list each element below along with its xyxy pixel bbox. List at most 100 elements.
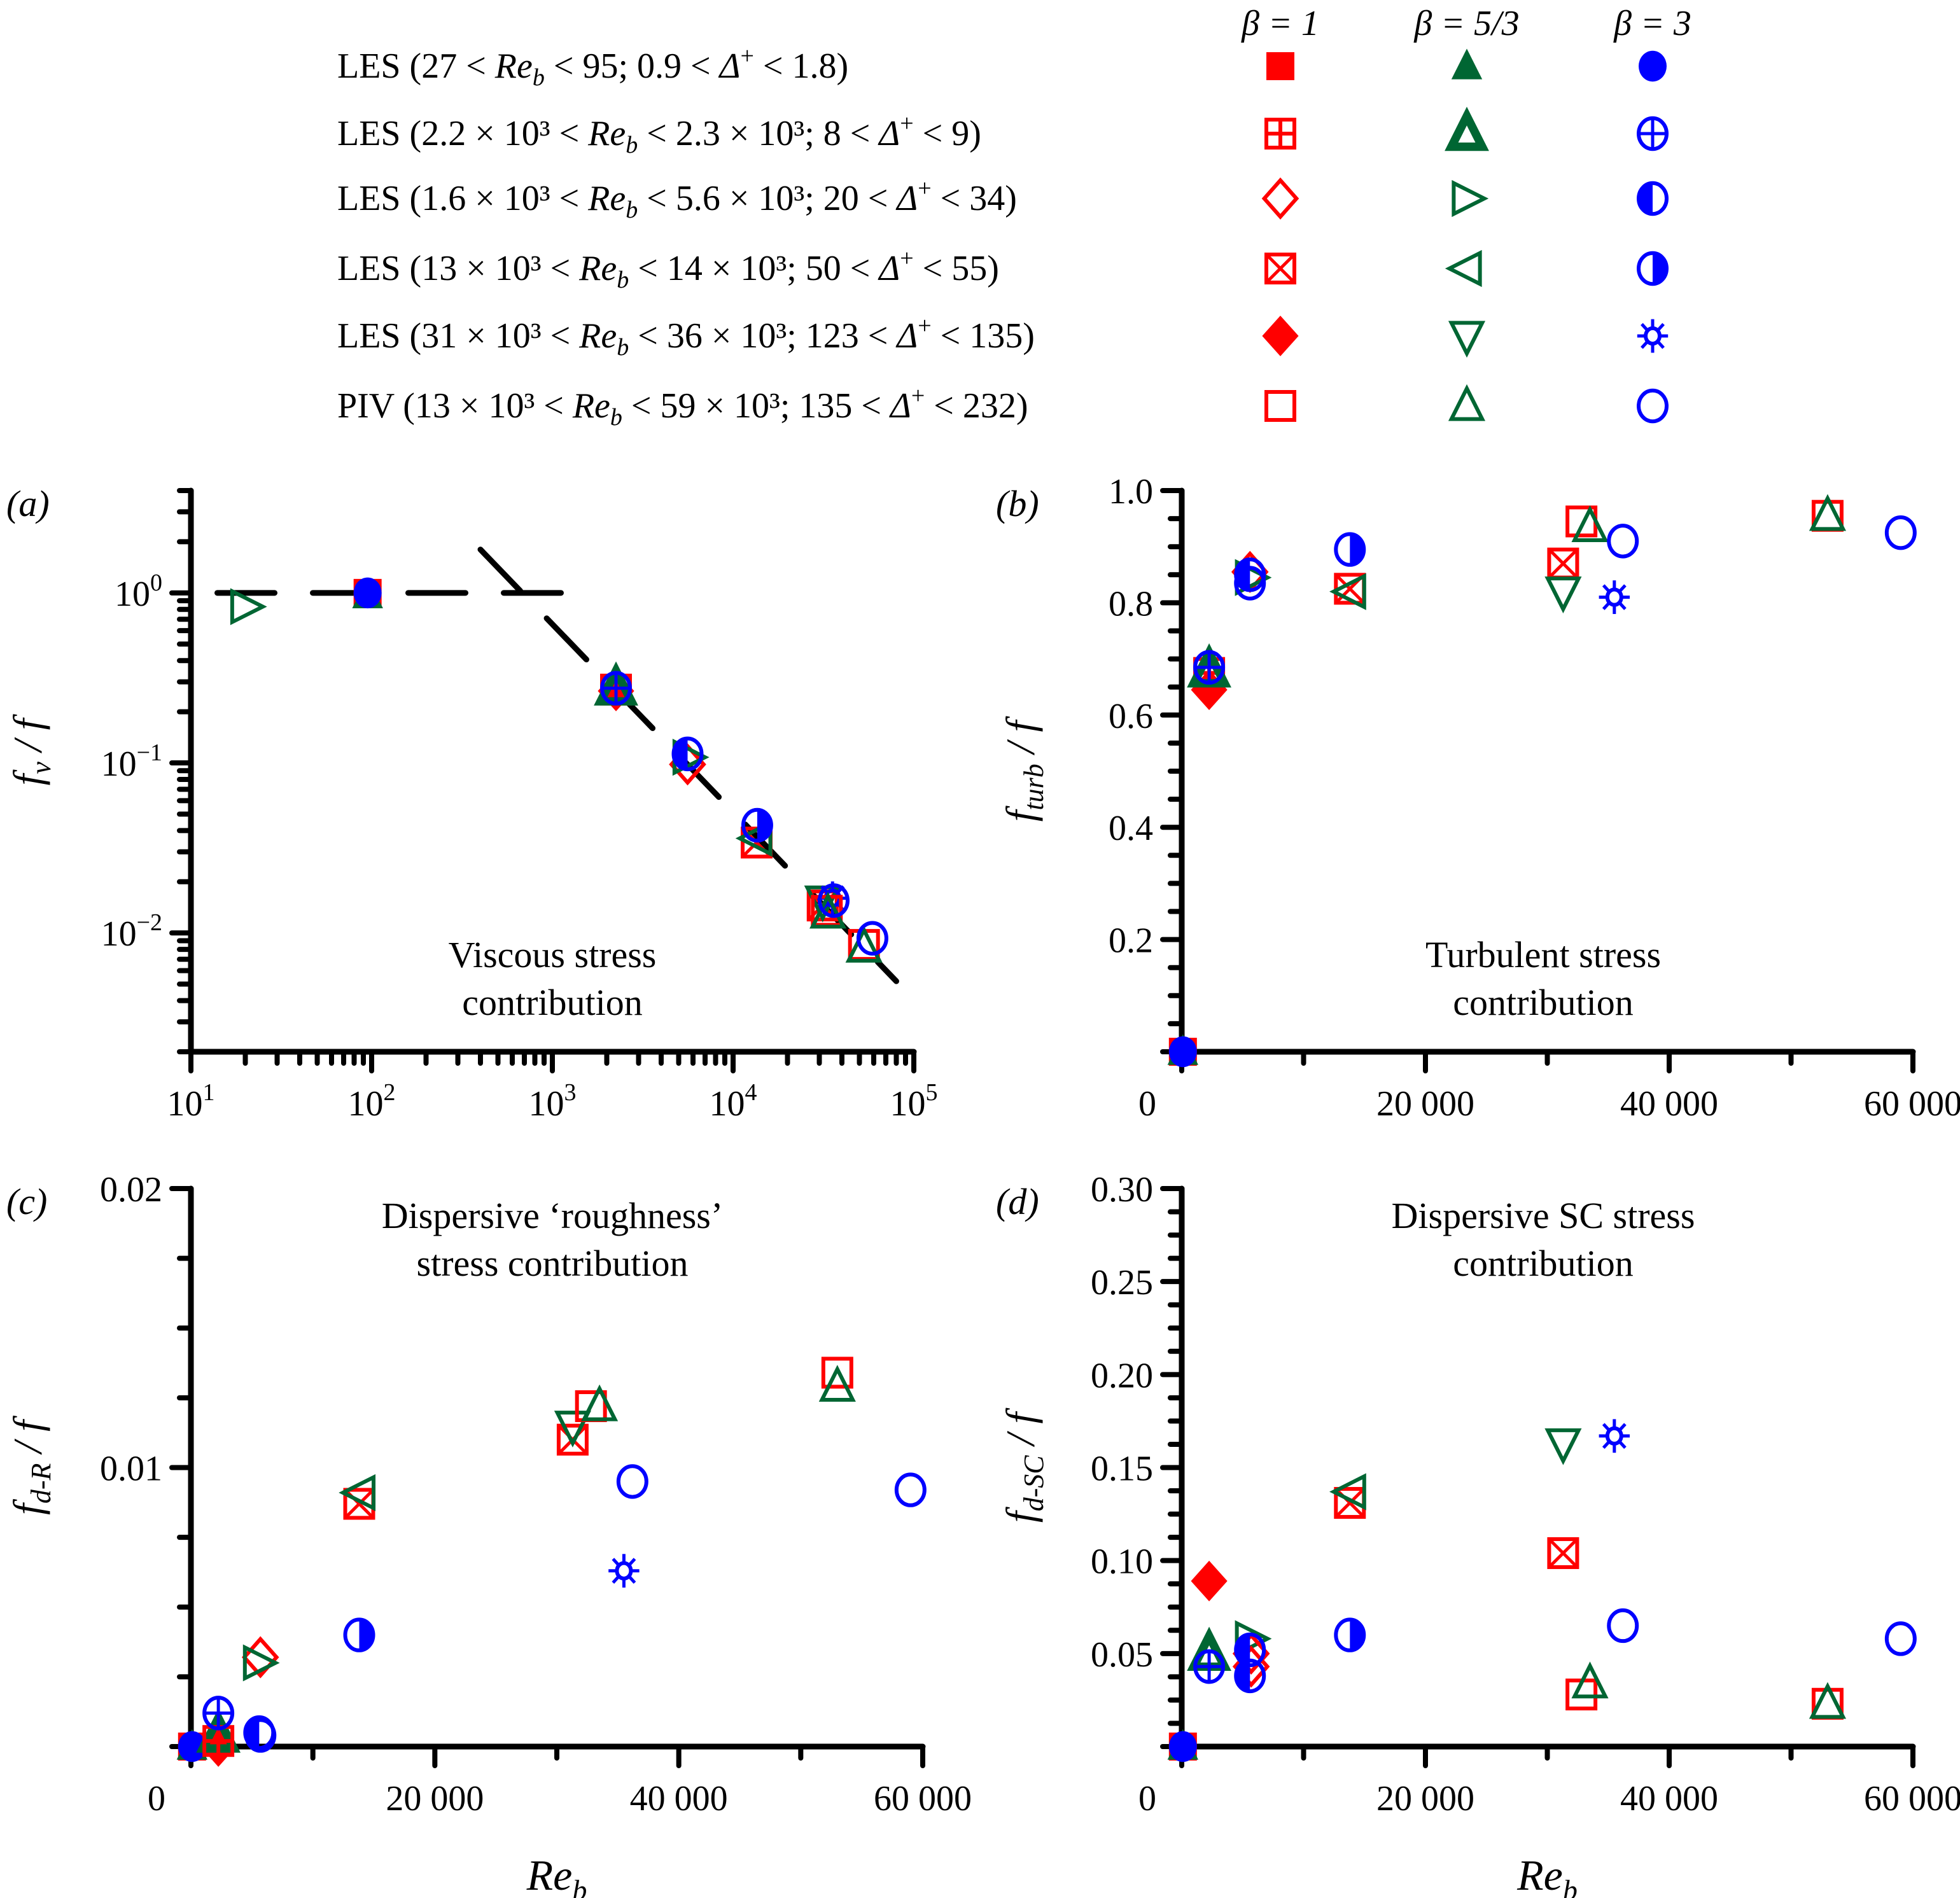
- y-tick-label: 0.4: [1109, 809, 1153, 848]
- legend-row-label: LES (1.6 × 10³ < Reb < 5.6 × 10³; 20 < Δ…: [337, 175, 1017, 223]
- y-tick-label: 0.05: [1091, 1635, 1153, 1675]
- data-point-open-circle: [616, 1464, 648, 1499]
- x-tick-label: 0: [1138, 1779, 1156, 1818]
- y-axis-label: fd-SC / f: [998, 1407, 1049, 1523]
- data-point-sun-star: [1599, 580, 1630, 614]
- x-tick-label: 0: [148, 1779, 165, 1818]
- legend-row-label: LES (27 < Reb < 95; 0.9 < Δ+ < 1.8): [337, 43, 848, 91]
- panel-annotation: contribution: [1453, 1243, 1634, 1284]
- y-tick-label: 100: [115, 569, 162, 614]
- y-tick-label: 0.25: [1091, 1263, 1153, 1302]
- data-point-open-circle: [244, 1718, 277, 1753]
- panel-label: (a): [6, 483, 50, 524]
- data-point-circle-right-half: [741, 807, 773, 843]
- legend-symbol-open-circle-beta3: [1637, 388, 1669, 424]
- data-point-square-x: [1547, 1537, 1579, 1569]
- x-tick-label: 101: [167, 1079, 215, 1124]
- data-point-circle-plus: [600, 671, 633, 706]
- panel-annotation: Turbulent stress: [1425, 934, 1661, 975]
- data-point-open-circle: [1234, 566, 1266, 601]
- data-point-circle-left-half: [671, 736, 704, 772]
- data-point-open-circle: [856, 921, 888, 956]
- legend-header-beta3: β = 3: [1613, 4, 1691, 43]
- data-point-circle-right-half: [1334, 1617, 1366, 1652]
- data-point-triangle-right: [230, 588, 267, 625]
- data-point-sun-star: [1599, 1419, 1630, 1453]
- data-point-open-circle: [1607, 1608, 1639, 1643]
- data-point-triangle-left: [1329, 573, 1366, 610]
- data-point-open-triangle: [818, 1365, 856, 1402]
- data-point-filled-circle: [353, 577, 382, 609]
- data-point-triangle-right: [242, 1644, 280, 1682]
- data-point-circle-plus: [1193, 1649, 1226, 1684]
- legend-header-beta53: β = 5/3: [1413, 4, 1519, 43]
- y-tick-label: 10−1: [101, 739, 162, 784]
- data-point-square-x: [1547, 547, 1579, 580]
- data-point-open-square: [821, 1357, 853, 1389]
- y-axis-label: fd-R / f: [5, 1415, 57, 1515]
- legend-row-label: PIV (13 × 10³ < Reb < 59 × 10³; 135 < Δ+…: [337, 382, 1028, 431]
- data-point-open-circle: [817, 883, 850, 918]
- legend-symbol-open-triangle-beta53: [1448, 384, 1486, 421]
- data-point-triangle-right: [1235, 1620, 1272, 1657]
- data-point-open-triangle: [581, 1384, 619, 1421]
- y-tick-label: 0.30: [1091, 1170, 1153, 1210]
- data-point-open-triangle: [1809, 494, 1847, 531]
- legend-symbol-circle-right-half-beta3: [1637, 251, 1669, 286]
- legend-symbol-square-plus-beta1: [1264, 118, 1296, 150]
- data-point-circle-plus: [1193, 650, 1226, 685]
- y-tick-label: 0.20: [1091, 1356, 1153, 1395]
- y-axis-label: fturb / f: [998, 715, 1049, 821]
- data-point-open-circle: [1884, 515, 1917, 550]
- data-point-open-circle: [1884, 1621, 1917, 1656]
- data-point-triangle-left: [1329, 1473, 1366, 1511]
- data-point-circle-plus: [202, 1696, 235, 1731]
- legend-symbol-open-square-beta1: [1264, 390, 1296, 422]
- x-axis-label: Reb: [1516, 1851, 1578, 1898]
- data-point-triangle-left: [339, 1474, 376, 1512]
- data-point-sun-star: [608, 1554, 640, 1588]
- data-point-filled-circle: [1168, 1731, 1197, 1762]
- panel-label: (b): [996, 483, 1039, 524]
- panel-label: (c): [6, 1181, 47, 1222]
- legend-symbol-filled-diamond-beta1: [1262, 316, 1299, 356]
- data-point-open-triangle: [1571, 1661, 1609, 1699]
- x-tick-label: 40 000: [1620, 1779, 1718, 1818]
- data-point-open-circle: [1607, 524, 1639, 559]
- data-point-open-triangle: [809, 891, 847, 929]
- legend-row-label: LES (2.2 × 10³ < Reb < 2.3 × 10³; 8 < Δ+…: [337, 110, 981, 158]
- x-tick-label: 104: [710, 1079, 757, 1124]
- y-tick-label: 1.0: [1109, 472, 1153, 512]
- data-point-filled-circle: [178, 1731, 206, 1762]
- x-tick-label: 60 000: [1864, 1779, 1960, 1818]
- data-point-open-triangle: [845, 926, 883, 963]
- panel-label: (d): [996, 1181, 1039, 1222]
- x-tick-label: 102: [348, 1079, 396, 1124]
- legend-symbol-circle-left-half-beta3: [1637, 181, 1669, 216]
- panel-annotation: Dispersive ‘roughness’: [382, 1195, 723, 1236]
- legend-symbol-sun-star-beta3: [1637, 319, 1669, 353]
- y-tick-label: 10−2: [101, 909, 162, 954]
- panel-a-viscous: 100 10−1 10−2 101 102 103 104 105 (a) fv / f Visco…: [5, 483, 938, 1124]
- legend-symbol-filled-triangle-beta53: [1451, 48, 1483, 80]
- y-tick-label: 0.6: [1109, 697, 1153, 736]
- legend-row-label: LES (31 × 10³ < Reb < 36 × 10³; 123 < Δ+…: [337, 312, 1035, 361]
- panel-annotation: Dispersive SC stress: [1392, 1195, 1695, 1236]
- panel-b-turbulent: 0.2 0.4 0.6 0.8 1.0 0 20 000 40 000 60 000 (b) ftu…: [996, 472, 1960, 1124]
- legend-symbol-thick-triangle-beta53: [1445, 106, 1489, 151]
- legend-symbol-triangle-down-beta53: [1448, 321, 1486, 358]
- panel-d-dispersive-sc: 0.05 0.10 0.15 0.20 0.25 0.30 0 20 000 40 000 60 …: [996, 1170, 1960, 1898]
- data-point-triangle-down: [1544, 1428, 1582, 1465]
- x-tick-label: 60 000: [1864, 1084, 1960, 1124]
- panel-annotation: stress contribution: [417, 1243, 689, 1284]
- legend-symbol-triangle-left-beta53: [1445, 249, 1482, 288]
- y-tick-label: 0.01: [100, 1449, 162, 1489]
- y-tick-label: 0.02: [100, 1170, 162, 1210]
- x-tick-label: 20 000: [1376, 1779, 1474, 1818]
- x-tick-label: 103: [529, 1079, 577, 1124]
- data-point-open-triangle: [1571, 505, 1609, 542]
- y-tick-label: 0.2: [1109, 921, 1153, 961]
- panel-annotation: contribution: [462, 982, 643, 1023]
- y-tick-label: 0.15: [1091, 1449, 1153, 1489]
